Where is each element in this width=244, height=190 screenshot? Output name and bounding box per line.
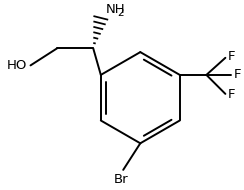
Text: F: F [228,88,236,101]
Text: NH: NH [106,3,125,16]
Text: F: F [228,50,236,63]
Text: F: F [234,68,241,81]
Text: HO: HO [6,59,27,72]
Text: Br: Br [114,173,129,186]
Text: 2: 2 [117,8,123,18]
